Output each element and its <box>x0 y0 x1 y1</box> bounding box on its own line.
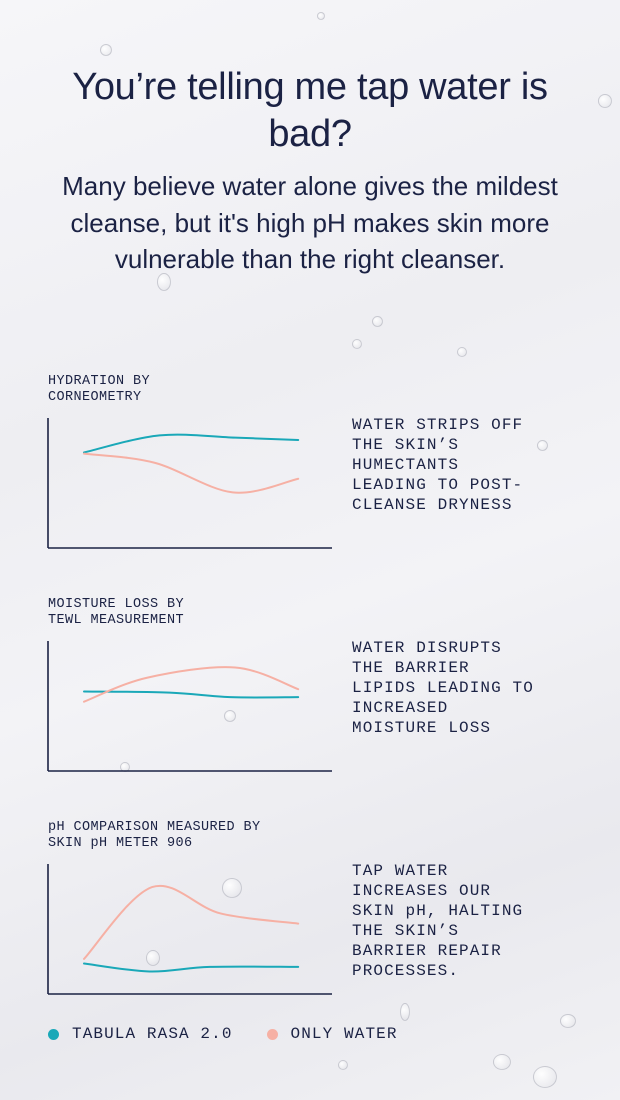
legend-dot-icon <box>48 1028 59 1040</box>
series-line-tabula <box>83 433 300 454</box>
chart-hydration-title: HYDRATION BY CORNEOMETRY <box>48 374 151 405</box>
chart-moisture-annotation: WATER DISRUPTS THE BARRIER LIPIDS LEADIN… <box>352 639 534 737</box>
moisture-loss-line-chart <box>47 641 332 772</box>
water-droplet <box>352 339 362 349</box>
water-droplet <box>598 94 612 108</box>
chart-legend: TABULA RASA 2.0 ONLY WATER <box>48 1024 432 1044</box>
water-droplet <box>338 1060 348 1070</box>
series-line-water <box>83 666 300 703</box>
series-line-tabula <box>83 962 300 973</box>
water-droplet <box>317 12 325 20</box>
chart-hydration-annotation: WATER STRIPS OFF THE SKIN’S HUMECTANTS L… <box>352 416 524 514</box>
legend-item-water: ONLY WATER <box>266 1025 398 1043</box>
series-line-water <box>83 452 300 494</box>
water-droplet <box>100 44 112 56</box>
legend-item-tabula: TABULA RASA 2.0 <box>48 1025 233 1043</box>
chart-moisture-title: MOISTURE LOSS BY TEWL MEASUREMENT <box>48 597 185 628</box>
water-droplet <box>457 347 467 357</box>
water-droplet <box>533 1066 557 1088</box>
water-droplet <box>400 1003 410 1021</box>
legend-label: ONLY WATER <box>290 1025 398 1043</box>
legend-label: TABULA RASA 2.0 <box>72 1025 233 1043</box>
water-droplet <box>560 1014 576 1028</box>
series-line-tabula <box>83 690 300 699</box>
water-droplet <box>372 316 383 327</box>
legend-dot-icon <box>266 1028 278 1040</box>
water-droplet <box>493 1054 511 1070</box>
chart-ph-title: pH COMPARISON MEASURED BY SKIN pH METER … <box>48 820 261 851</box>
chart-ph-annotation: TAP WATER INCREASES OUR SKIN pH, HALTING… <box>352 862 524 980</box>
page-subtitle: Many believe water alone gives the milde… <box>62 171 558 274</box>
ph-comparison-line-chart <box>47 864 332 995</box>
series-line-water <box>83 884 300 960</box>
page-title: You’re telling me tap water is bad? <box>72 66 548 155</box>
hydration-line-chart <box>47 418 332 549</box>
